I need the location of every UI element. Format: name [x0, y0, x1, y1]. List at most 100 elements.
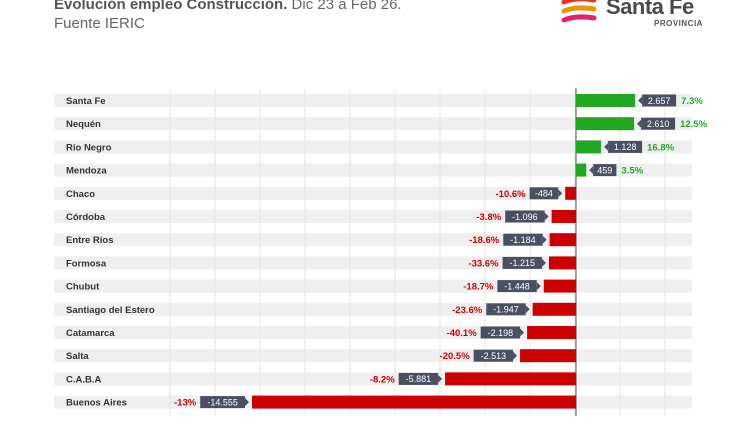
bar	[445, 372, 576, 386]
pct-label: 16.8%	[647, 142, 674, 153]
value-label-box	[502, 256, 542, 269]
row-band	[54, 349, 692, 363]
bar	[565, 186, 576, 200]
category-label: Chubut	[66, 282, 100, 293]
row-band	[54, 186, 692, 200]
value-label: -1.184	[510, 235, 536, 245]
category-label: Formosa	[66, 258, 107, 269]
value-label-box	[486, 303, 526, 316]
bar	[576, 163, 587, 177]
pct-label: -33.6%	[468, 258, 499, 269]
value-label-arrow	[520, 328, 525, 337]
bar	[532, 302, 576, 316]
bar	[576, 140, 602, 154]
value-label-box	[608, 140, 643, 153]
category-label: Catamarca	[66, 328, 115, 339]
value-label: -484	[535, 189, 553, 199]
category-label: Buenos Aires	[66, 398, 127, 409]
value-label-arrow	[438, 374, 443, 383]
pct-label: -18.7%	[463, 282, 494, 293]
value-label-arrow	[589, 166, 594, 175]
value-label: 1.128	[614, 142, 637, 152]
value-label-box	[529, 187, 559, 200]
category-label: Nequén	[66, 119, 101, 130]
row-band	[54, 256, 692, 270]
value-label-box	[200, 396, 245, 409]
pct-label: -10.6%	[496, 189, 527, 200]
santa-fe-logo-mark	[561, 0, 597, 23]
value-label-arrow	[513, 351, 518, 360]
pct-label: -8.2%	[370, 374, 395, 385]
category-label: Santa Fe	[66, 96, 106, 107]
category-label: Santiago del Estero	[66, 305, 155, 316]
value-label-box	[398, 372, 439, 385]
pct-label: -40.1%	[447, 328, 478, 339]
chart-title: Evolución empleo Construcción. Dic 23 a …	[54, 0, 402, 13]
value-label-box	[480, 326, 521, 339]
chart-subtitle: Fuente IERIC	[54, 15, 145, 32]
chart-title-dates: Dic 23 a Feb 26.	[287, 0, 402, 13]
bar	[252, 395, 576, 409]
bar	[520, 349, 576, 363]
value-label: 459	[597, 165, 612, 175]
value-label-arrow	[637, 119, 642, 128]
value-label: -1.947	[493, 305, 519, 315]
bar	[527, 326, 576, 339]
category-label: Mendoza	[66, 166, 107, 177]
row-band	[54, 117, 692, 131]
value-label-arrow	[604, 142, 609, 151]
row-band	[54, 302, 692, 316]
value-label: -1.096	[512, 212, 538, 222]
value-label: 2.657	[648, 96, 671, 106]
row-band	[54, 210, 692, 223]
value-label-box	[641, 117, 676, 130]
value-label-box	[473, 349, 514, 362]
bar	[576, 94, 636, 107]
category-label: Chaco	[66, 189, 95, 200]
value-label: -2.513	[481, 351, 507, 361]
santa-fe-logo: Santa Fe PROVINCIA	[560, 0, 720, 34]
logo-subtitle: PROVINCIA	[654, 19, 703, 28]
row-band	[54, 233, 692, 247]
value-label: -2.198	[488, 328, 514, 338]
row-band	[54, 94, 692, 107]
pct-label: -18.6%	[469, 235, 500, 246]
value-label-arrow	[544, 212, 549, 221]
value-label: -1.448	[504, 281, 530, 291]
value-label-box	[497, 280, 537, 293]
bar	[548, 256, 576, 270]
bar	[551, 210, 576, 223]
value-label-arrow	[536, 282, 541, 291]
value-label: -1.215	[509, 258, 535, 268]
value-label: 2.610	[647, 119, 670, 129]
value-label-arrow	[245, 398, 249, 407]
value-label-arrow	[542, 235, 547, 244]
value-label: -14.555	[207, 397, 238, 407]
category-label: Entre Ríos	[66, 235, 114, 246]
row-band	[54, 279, 692, 293]
value-label-arrow	[558, 189, 563, 198]
category-label: C.A.B.A	[66, 374, 102, 385]
row-band	[54, 326, 692, 339]
row-band	[54, 140, 692, 154]
pct-label: -20.5%	[440, 351, 471, 362]
pct-label: 7.3%	[681, 96, 703, 107]
category-label: Córdoba	[66, 212, 106, 223]
bar	[549, 233, 576, 247]
value-label-arrow	[541, 258, 546, 267]
value-label-box	[505, 210, 545, 223]
value-label: -5.881	[406, 374, 432, 384]
value-label-arrow	[638, 96, 643, 105]
pct-label: 12.5%	[680, 119, 707, 130]
value-label-box	[503, 233, 543, 246]
pct-label: -3.8%	[476, 212, 501, 223]
category-label: Salta	[66, 351, 89, 362]
value-label-box	[642, 94, 677, 107]
pct-label: 3.5%	[621, 166, 643, 177]
pct-label: -13%	[174, 398, 197, 409]
pct-label: -23.6%	[452, 305, 483, 316]
value-label-box	[593, 164, 617, 177]
bar	[543, 279, 576, 293]
logo-name: Santa Fe	[606, 0, 694, 19]
